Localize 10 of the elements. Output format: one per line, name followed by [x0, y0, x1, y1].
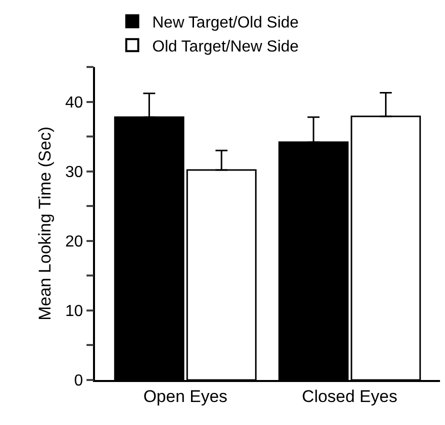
y-tick-label: 0	[74, 372, 84, 390]
y-tick-label: 20	[65, 233, 84, 250]
x-tick-label: Open Eyes	[143, 387, 228, 406]
y-tick-label: 10	[65, 303, 84, 320]
x-tick-label: Closed Eyes	[302, 387, 398, 406]
y-tick-label: 30	[65, 164, 84, 181]
legend-label: Old Target/New Side	[152, 38, 299, 56]
y-axis-title: Mean Looking Time (Sec)	[36, 126, 54, 320]
legend-label: New Target/Old Side	[152, 14, 299, 32]
y-tick-label: 40	[65, 94, 84, 112]
